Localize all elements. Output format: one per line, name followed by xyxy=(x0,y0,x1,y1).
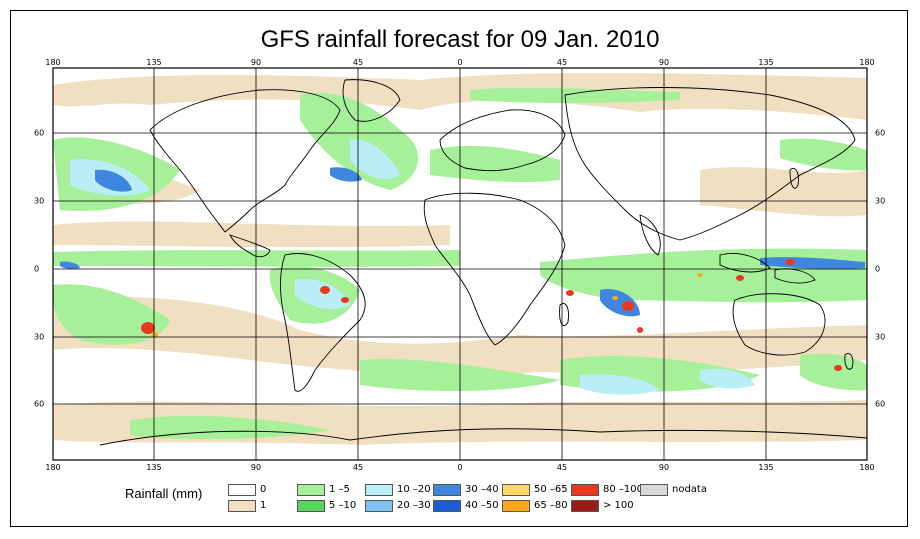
x-tick-label: 90 xyxy=(658,463,670,472)
x-tick-label: 90 xyxy=(250,58,262,67)
x-tick-label: 0 xyxy=(457,463,463,472)
legend-swatch xyxy=(640,484,668,496)
legend-label: 5 –10 xyxy=(329,500,357,511)
legend-swatch xyxy=(365,484,393,496)
legend-swatch xyxy=(228,500,256,512)
legend-label: 0 xyxy=(260,484,267,495)
y-tick-label: 60 xyxy=(875,128,886,138)
x-tick-label: 180 xyxy=(45,463,61,472)
legend-swatch xyxy=(297,500,325,512)
legend-swatch xyxy=(571,484,599,496)
x-tick-label: 0 xyxy=(457,58,463,67)
legend-swatch xyxy=(433,484,461,496)
legend-swatch xyxy=(228,484,256,496)
x-tick-label: 135 xyxy=(146,463,162,472)
y-tick-label: 0 xyxy=(34,264,40,274)
legend-title: Rainfall (mm) xyxy=(125,486,203,501)
x-tick-label: 135 xyxy=(146,58,162,67)
x-tick-label: 180 xyxy=(859,58,875,67)
figure-frame xyxy=(10,10,908,527)
legend-label: nodata xyxy=(672,484,707,495)
x-tick-label: 45 xyxy=(352,58,364,67)
legend-label: 1 xyxy=(260,500,267,511)
y-tick-label: 30 xyxy=(875,332,886,342)
x-tick-label: 180 xyxy=(45,58,61,67)
legend-swatch xyxy=(571,500,599,512)
legend-label: 40 –50 xyxy=(465,500,499,511)
x-tick-label: 45 xyxy=(556,463,568,472)
y-tick-label: 30 xyxy=(34,196,45,206)
legend-swatch xyxy=(502,500,530,512)
legend-label: 65 –80 xyxy=(534,500,568,511)
y-tick-label: 0 xyxy=(875,264,881,274)
x-tick-label: 45 xyxy=(352,463,364,472)
legend-swatch xyxy=(297,484,325,496)
legend-label: 1 –5 xyxy=(329,484,350,495)
x-tick-label: 45 xyxy=(556,58,568,67)
legend-label: 80 –100 xyxy=(603,484,643,495)
y-tick-label: 60 xyxy=(34,399,45,409)
legend-label: 30 –40 xyxy=(465,484,499,495)
legend-label: > 100 xyxy=(603,500,634,511)
x-tick-label: 135 xyxy=(758,58,774,67)
y-tick-label: 60 xyxy=(875,399,886,409)
legend-label: 10 –20 xyxy=(397,484,431,495)
legend-label: 50 –65 xyxy=(534,484,568,495)
map-title: GFS rainfall forecast for 09 Jan. 2010 xyxy=(260,26,660,53)
legend-label: 20 –30 xyxy=(397,500,431,511)
legend-swatch xyxy=(502,484,530,496)
legend-swatch xyxy=(365,500,393,512)
x-tick-label: 90 xyxy=(250,463,262,472)
x-tick-label: 180 xyxy=(859,463,875,472)
y-tick-label: 60 xyxy=(34,128,45,138)
y-tick-label: 30 xyxy=(34,332,45,342)
legend-swatch xyxy=(433,500,461,512)
y-tick-label: 30 xyxy=(875,196,886,206)
x-tick-label: 90 xyxy=(658,58,670,67)
x-tick-label: 135 xyxy=(758,463,774,472)
